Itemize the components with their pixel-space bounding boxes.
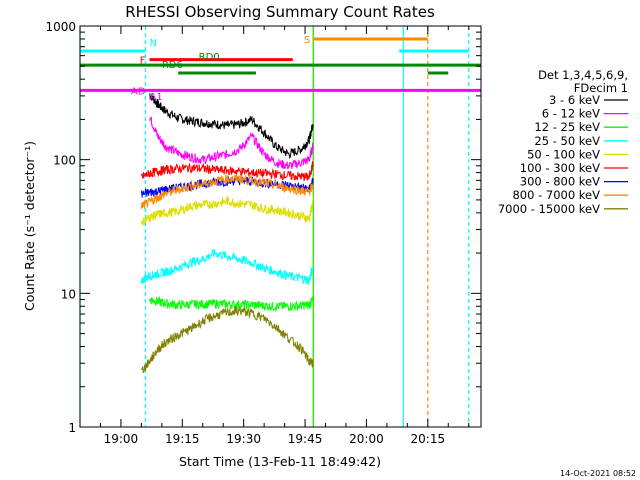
x-axis: 19:00 19:15 19:30 19:45 20:00 20:15 [79, 26, 470, 446]
series-line-6 [140, 161, 314, 182]
legend-entry: 300 - 800 keV [520, 175, 600, 189]
legend-entry: 6 - 12 keV [542, 107, 600, 121]
chart-title: RHESSI Observing Summary Count Rates [125, 3, 435, 21]
y-tick-label: 1000 [45, 20, 76, 34]
legend-entry: 7000 - 15000 keV [498, 202, 600, 216]
flag-bars: NF RD0 RD6 AD A1 S [80, 35, 481, 103]
series-line-2 [149, 116, 314, 170]
timestamp: 14-Oct-2021 08:52 [560, 469, 636, 478]
series-line-5 [140, 195, 314, 226]
legend-entry: 12 - 25 keV [534, 120, 600, 134]
flag-label-s: S [304, 35, 310, 46]
y-tick-label: 10 [61, 287, 76, 301]
flag-label-a1: A1 [150, 92, 163, 103]
flag-label-rd0: RD0 [199, 52, 220, 63]
series-line-4 [140, 248, 314, 285]
flag-label-f: F [140, 56, 146, 67]
series-line-3 [149, 295, 314, 313]
x-tick-label: 19:45 [288, 432, 323, 446]
plot-frame [79, 25, 482, 428]
legend-entry: 800 - 7000 keV [512, 188, 600, 202]
legend-header: FDecim 1 [574, 81, 628, 95]
series-line-9 [141, 306, 314, 374]
y-tick-label: 1 [68, 421, 76, 435]
x-tick-label: 19:15 [165, 432, 200, 446]
x-tick-label: 19:30 [226, 432, 261, 446]
legend-header: Det 1,3,4,5,6,9, [538, 68, 628, 82]
legend-entry: 50 - 100 keV [527, 147, 600, 161]
flag-label-n: N [150, 38, 157, 49]
y-tick-label: 100 [53, 154, 76, 168]
x-tick-label: 19:00 [104, 432, 139, 446]
legend-entry: 3 - 6 keV [549, 93, 600, 107]
legend-entry: 25 - 50 keV [534, 134, 600, 148]
series-line-1 [149, 93, 314, 160]
series-lines [140, 93, 314, 374]
legend-entry: 100 - 300 keV [520, 161, 600, 175]
flag-label-ad: AD [131, 86, 146, 97]
series-line-8 [140, 174, 314, 209]
flag-label-rd6: RD6 [162, 60, 183, 71]
y-axis-title: Count Rate (s⁻¹ detector⁻¹) [22, 141, 37, 311]
x-axis-title: Start Time (13-Feb-11 18:49:42) [179, 454, 381, 469]
x-tick-label: 20:15 [411, 432, 446, 446]
x-tick-label: 20:00 [349, 432, 384, 446]
y-axis: 1 10 100 1000 [45, 20, 481, 435]
